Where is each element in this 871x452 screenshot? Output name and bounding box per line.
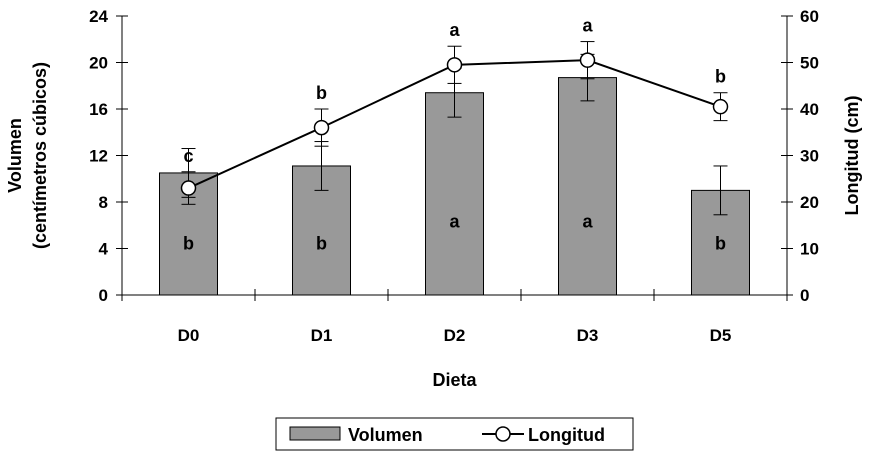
y-right-tick-label: 30: [800, 147, 819, 166]
legend-marker-longitud: [495, 426, 511, 442]
y-left-axis-title-line1: Volumen: [5, 118, 25, 193]
line-significance-label: a: [449, 20, 460, 40]
y-left-tick-label: 0: [99, 286, 108, 305]
x-tick-label-d2: D2: [444, 326, 466, 345]
y-left-tick-label: 12: [89, 147, 108, 166]
line-longitud: [180, 41, 729, 205]
x-tick-label-d1: D1: [311, 326, 333, 345]
y-right-tick-label: 50: [800, 54, 819, 73]
line-significance-label: a: [582, 16, 593, 36]
y-left-tick-label: 8: [99, 193, 108, 212]
bar-significance-label: b: [715, 234, 726, 254]
y-left-tick-label: 24: [89, 7, 108, 26]
bar-significance-label: a: [582, 212, 593, 232]
bar-significance-label: b: [183, 234, 194, 254]
legend-label-longitud: Longitud: [528, 425, 605, 445]
bar-significance-label: b: [316, 234, 327, 254]
bars-volumen: [159, 53, 750, 296]
bar-d2: [425, 92, 484, 296]
axes: 0 4 8 12 16 20 24 0 10 20 30 40 50 60 D0 D1 D2 D3 D5: [89, 7, 819, 345]
bar-d1: [292, 165, 351, 296]
legend: Volumen Longitud: [275, 417, 634, 451]
legend-swatch-volumen: [289, 426, 341, 441]
bar-significance-label: a: [449, 212, 460, 232]
y-right-tick-label: 60: [800, 7, 819, 26]
line-significance-label: b: [316, 83, 327, 103]
x-axis-title: Dieta: [432, 370, 477, 390]
y-right-tick-label: 40: [800, 100, 819, 119]
longitud-point-d1: [313, 119, 330, 136]
y-right-tick-label: 10: [800, 240, 819, 259]
x-tick-label-d3: D3: [577, 326, 599, 345]
y-right-tick-label: 0: [800, 286, 809, 305]
x-tick-label-d5: D5: [710, 326, 732, 345]
line-significance-label: c: [183, 146, 193, 166]
y-right-axis-title: Longitud (cm): [842, 96, 862, 216]
y-right-tick-label: 20: [800, 193, 819, 212]
significance-labels: b b a a b c b a a b: [183, 16, 726, 254]
y-left-tick-label: 4: [99, 240, 109, 259]
y-left-tick-label: 20: [89, 54, 108, 73]
longitud-point-d3: [579, 52, 596, 68]
y-left-axis-title-line2: (centímetros cúbicos): [30, 62, 50, 249]
longitud-point-d2: [446, 57, 463, 73]
legend-label-volumen: Volumen: [348, 425, 423, 445]
line-significance-label: b: [715, 67, 726, 87]
x-tick-label-d0: D0: [178, 326, 200, 345]
longitud-point-d5: [712, 98, 729, 115]
y-left-tick-label: 16: [89, 100, 108, 119]
longitud-point-d0: [180, 180, 197, 196]
bar-d3: [558, 77, 617, 296]
